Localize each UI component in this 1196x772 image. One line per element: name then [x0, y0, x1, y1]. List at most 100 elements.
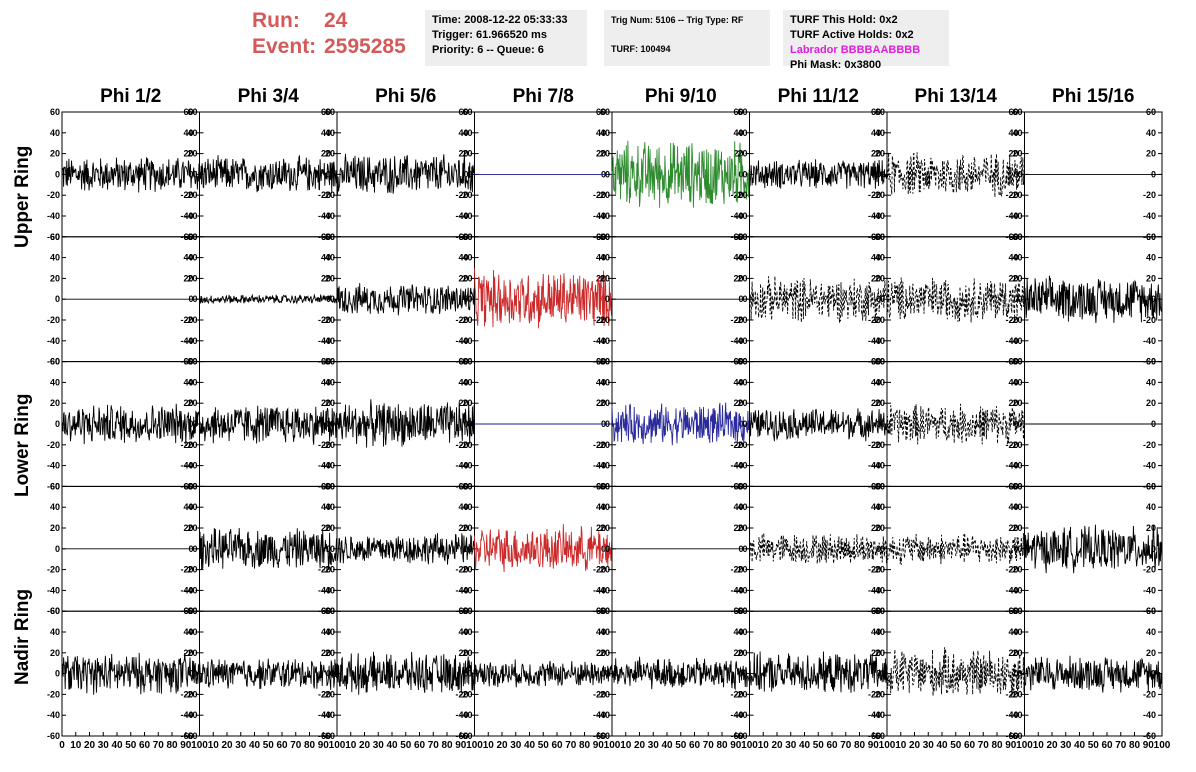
x-tick-label: 40 [936, 740, 948, 751]
y-tick-label: 60 [600, 606, 610, 616]
y-tick-label: 20 [187, 398, 197, 408]
y-tick-label: -40 [455, 211, 468, 221]
y-tick-label: 60 [321, 357, 331, 367]
y-tick-label: 60 [50, 107, 60, 117]
x-tick-label: 40 [661, 740, 673, 751]
y-tick-label: -20 [1143, 689, 1156, 699]
y-tick-label: 20 [875, 398, 885, 408]
y-tick-label: -40 [322, 461, 335, 471]
y-tick-label: -40 [734, 585, 747, 595]
y-tick-label: 20 [50, 149, 60, 159]
x-tick-label: 20 [634, 740, 646, 751]
y-tick-label: 20 [1008, 648, 1018, 658]
y-tick-label: 40 [325, 253, 335, 263]
y-tick-label: 20 [1012, 523, 1022, 533]
x-tick-label: 10 [345, 740, 357, 751]
y-tick-label: -20 [318, 689, 331, 699]
y-tick-label: 60 [462, 232, 472, 242]
y-tick-label: -40 [1005, 211, 1018, 221]
y-tick-label: -40 [1009, 336, 1022, 346]
y-tick-label: 60 [183, 107, 193, 117]
x-tick-label: 90 [868, 740, 880, 751]
y-tick-label: 20 [187, 273, 197, 283]
y-tick-label: 0 [880, 669, 885, 679]
y-tick-label: 60 [733, 232, 743, 242]
y-tick-label: 60 [187, 606, 197, 616]
y-tick-label: -20 [459, 190, 472, 200]
y-tick-label: 60 [737, 357, 747, 367]
y-tick-label: 20 [325, 398, 335, 408]
time-info-box: Time: 2008-12-22 05:33:33 Trigger: 61.96… [425, 10, 587, 66]
waveform-trace [1024, 275, 1163, 324]
y-tick-label: 40 [1012, 128, 1022, 138]
y-tick-label: -40 [47, 211, 60, 221]
y-tick-label: 40 [600, 253, 610, 263]
y-tick-label: 0 [467, 169, 472, 179]
y-tick-label: 40 [733, 627, 743, 637]
x-tick-label: 90 [1005, 740, 1017, 751]
waveform-trace [336, 651, 475, 695]
y-tick-label: -40 [730, 461, 743, 471]
y-tick-label: 60 [737, 107, 747, 117]
y-tick-label: -40 [734, 211, 747, 221]
x-tick-label: 10 [208, 740, 220, 751]
y-tick-label: -20 [593, 565, 606, 575]
y-tick-label: 20 [1012, 149, 1022, 159]
y-tick-label: -40 [1009, 710, 1022, 720]
x-tick-label: 50 [675, 740, 687, 751]
x-tick-label: 60 [414, 740, 426, 751]
y-tick-label: 60 [50, 606, 60, 616]
y-tick-label: 40 [187, 253, 197, 263]
x-tick-label: 70 [428, 740, 440, 751]
y-tick-label: 20 [458, 273, 468, 283]
y-tick-label: 40 [871, 128, 881, 138]
y-tick-label: 20 [1012, 398, 1022, 408]
x-tick-label: 30 [373, 740, 385, 751]
y-tick-label: -40 [184, 336, 197, 346]
y-tick-label: 60 [737, 481, 747, 491]
y-tick-label: -40 [872, 461, 885, 471]
y-tick-label: 40 [600, 502, 610, 512]
y-tick-label: 20 [321, 648, 331, 658]
y-tick-label: -20 [318, 315, 331, 325]
y-tick-label: -40 [730, 585, 743, 595]
y-tick-label: 0 [188, 669, 193, 679]
waveform-trace [199, 293, 338, 305]
run-event-block: Run: 24 Event: 2595285 [252, 8, 406, 60]
y-tick-label: -60 [459, 731, 472, 741]
y-tick-label: -60 [180, 731, 193, 741]
y-tick-label: 60 [321, 481, 331, 491]
y-tick-label: -20 [1143, 565, 1156, 575]
y-tick-label: 20 [458, 398, 468, 408]
y-tick-label: 40 [50, 627, 60, 637]
y-tick-label: -20 [459, 689, 472, 699]
y-tick-label: 60 [183, 481, 193, 491]
y-tick-label: 20 [50, 523, 60, 533]
y-tick-label: -40 [459, 336, 472, 346]
y-tick-label: -60 [1009, 731, 1022, 741]
waveform-trace [749, 532, 888, 564]
event-label: Event: [252, 35, 317, 58]
y-tick-label: 0 [330, 294, 335, 304]
y-tick-label: -20 [455, 565, 468, 575]
waveform-trace [61, 403, 200, 445]
y-tick-label: 0 [192, 169, 197, 179]
y-tick-label: 20 [600, 398, 610, 408]
y-tick-label: 60 [187, 481, 197, 491]
y-tick-label: -20 [597, 565, 610, 575]
x-tick-label: 20 [909, 740, 921, 751]
y-tick-label: -40 [593, 461, 606, 471]
y-tick-label: -20 [872, 440, 885, 450]
y-tick-label: 20 [733, 523, 743, 533]
y-tick-label: 60 [596, 232, 606, 242]
y-tick-label: -40 [597, 461, 610, 471]
y-tick-label: 20 [733, 273, 743, 283]
x-tick-label: 50 [813, 740, 825, 751]
